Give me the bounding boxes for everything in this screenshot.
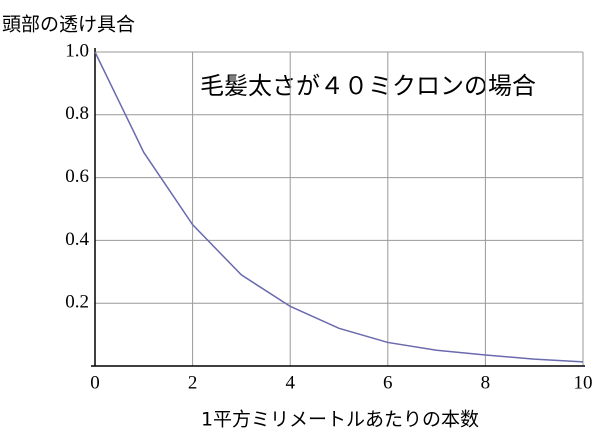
y-axis-label: 頭部の透け具合: [2, 14, 135, 36]
x-tick-label: 4: [285, 372, 295, 393]
x-tick-label: 6: [383, 372, 393, 393]
annotation: 毛髪太さが４０ミクロンの場合: [200, 72, 536, 100]
line: [94, 51, 584, 363]
y-tick-label: 0.2: [65, 292, 89, 313]
x-tick-label: 0: [90, 372, 100, 393]
x-tick-label: 10: [574, 372, 593, 393]
y-tick-label: 1.0: [65, 40, 89, 61]
x-tick-label: 8: [481, 372, 491, 393]
y-tick-label: 0.4: [65, 229, 89, 250]
x-tick-label: 2: [188, 372, 198, 393]
y-tick-label: 0.6: [65, 166, 89, 187]
x-axis-label: 1平方ミリメートルあたりの本数: [201, 409, 479, 431]
y-tick-label: 0.8: [65, 103, 89, 124]
